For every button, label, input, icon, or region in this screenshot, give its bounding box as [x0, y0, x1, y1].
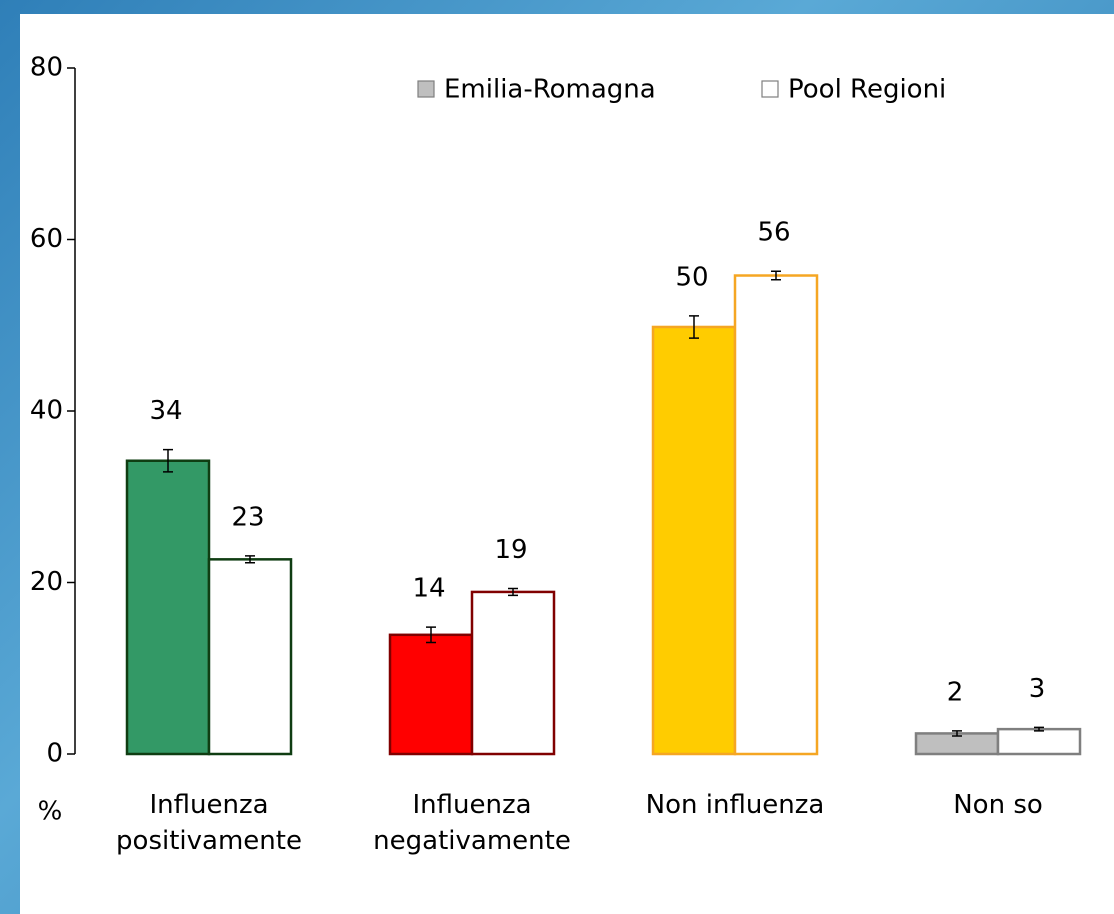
y-tick-label: 60 — [30, 224, 63, 254]
y-tick-label: 80 — [30, 53, 63, 83]
y-tick-label: 0 — [46, 739, 63, 769]
error-bar — [952, 730, 962, 737]
bar — [996, 727, 1082, 756]
error-bar — [689, 315, 699, 339]
legend-label: Emilia-Romagna — [444, 75, 656, 105]
value-label: 19 — [494, 535, 527, 565]
x-tick-label: Influenza positivamente — [116, 790, 302, 856]
value-label: 56 — [757, 218, 790, 248]
y-tick-label: 20 — [30, 567, 63, 597]
legend-swatch — [417, 80, 435, 98]
error-bar — [771, 270, 781, 281]
bar — [207, 558, 293, 756]
legend-swatch — [761, 80, 779, 98]
bar — [651, 325, 737, 756]
x-tick-label: Non so — [953, 790, 1043, 820]
y-axis-label: % — [38, 797, 63, 827]
x-tick-label: Influenza negativamente — [373, 790, 571, 856]
value-label: 14 — [412, 574, 445, 604]
value-label: 34 — [149, 396, 182, 426]
x-tick-label: Non influenza — [645, 790, 825, 820]
error-bar — [1034, 726, 1044, 732]
bar — [388, 633, 474, 756]
error-bar — [245, 555, 255, 564]
value-label: 2 — [947, 677, 964, 707]
error-bar — [426, 626, 436, 644]
bar — [733, 274, 819, 756]
bar — [470, 590, 556, 756]
error-bar — [163, 448, 173, 473]
bar — [125, 459, 211, 756]
value-label: 50 — [675, 262, 708, 292]
error-bar — [508, 587, 518, 597]
legend-label: Pool Regioni — [788, 75, 946, 105]
y-tick-label: 40 — [30, 396, 63, 426]
value-label: 23 — [231, 502, 264, 532]
value-label: 3 — [1029, 674, 1046, 704]
